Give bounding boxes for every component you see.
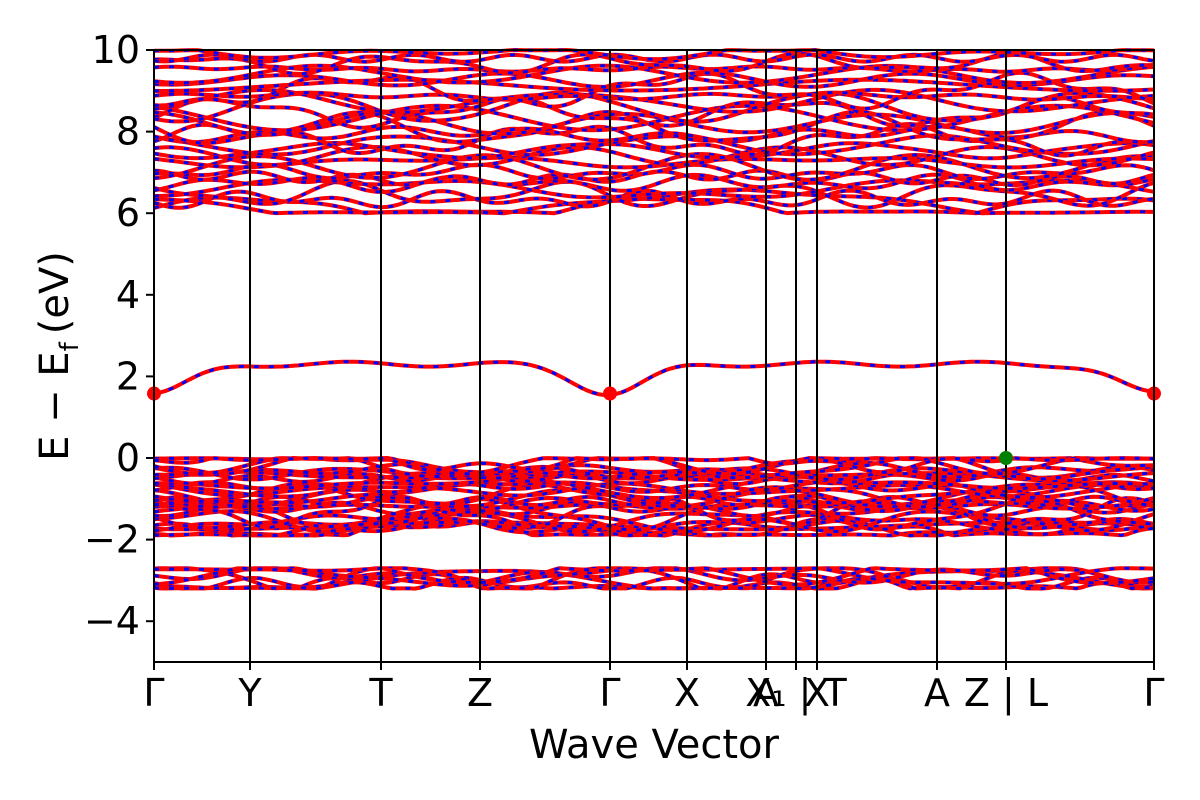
kpoint-lines-group — [249, 50, 1007, 662]
band-conduction-down-7 — [153, 163, 1155, 181]
band-valence-down-5 — [153, 509, 1155, 534]
band-conduction-down-2 — [153, 189, 1155, 210]
band-conduction-down-20 — [153, 88, 1155, 114]
y-tick-label-1: −2 — [84, 518, 140, 562]
cbm-marker-1 — [603, 386, 617, 401]
x-tick-label-7: X₁ | T — [745, 671, 847, 716]
y-tick-label-7: 10 — [92, 28, 140, 72]
band-valence-down-16 — [153, 481, 1155, 498]
x-tick-label-2: T — [368, 671, 393, 715]
band-lower-valence-down-0 — [153, 572, 1155, 591]
band-conduction-down-27 — [153, 51, 1155, 76]
x-tick-label-3: Z — [467, 671, 493, 715]
x-axis-label: Wave Vector — [529, 722, 780, 768]
band-valence-down-11 — [153, 493, 1155, 514]
band-valence-down-4 — [153, 513, 1155, 533]
band-conduction-down-10 — [153, 145, 1155, 167]
band-in-gap-up-0 — [153, 359, 1155, 397]
band-conduction-down-25 — [153, 64, 1155, 85]
x-tick-label-9: A — [924, 671, 950, 715]
band-valence-down-19 — [154, 474, 1155, 490]
y-axis-label-unit: (eV) — [32, 251, 78, 334]
y-ticks-group: −4 −2 0 2 4 6 8 10 — [84, 28, 154, 643]
x-tick-label-5: X — [674, 671, 700, 715]
band-conduction-down-11 — [153, 141, 1155, 160]
band-valence-down-15 — [153, 480, 1155, 505]
band-conduction-down-6 — [153, 169, 1155, 187]
y-tick-label-3: 2 — [116, 354, 140, 398]
band-valence-down-12 — [153, 495, 1155, 507]
band-lower-valence-down-5 — [154, 566, 1155, 588]
band-conduction-down-12 — [153, 133, 1155, 157]
band-conduction-down-1 — [153, 188, 1154, 215]
vbm-marker — [999, 451, 1013, 465]
x-tick-label-4: Γ — [599, 671, 620, 715]
y-tick-label-5: 6 — [116, 191, 140, 235]
band-conduction-up-16 — [153, 110, 1155, 137]
band-conduction-up-15 — [153, 109, 1155, 146]
y-tick-label-6: 8 — [116, 110, 140, 154]
band-valence-down-6 — [153, 502, 1155, 534]
band-conduction-down-9 — [153, 156, 1155, 169]
plot-frame — [153, 49, 1155, 663]
band-conduction-down-24 — [153, 71, 1155, 89]
x-tick-label-0: Γ — [143, 671, 164, 715]
band-conduction-down-19 — [153, 91, 1155, 124]
band-valence-down-7 — [153, 497, 1155, 532]
y-axis-label-subscript: f — [55, 341, 85, 351]
x-tick-label-6: A — [753, 671, 779, 715]
band-valence-down-21 — [153, 470, 1155, 483]
x-tick-label-8: X — [804, 671, 830, 715]
band-lower-valence-down-6 — [153, 566, 1155, 586]
x-tick-label-10: Z | L — [964, 671, 1048, 716]
x-tick-label-11: Γ — [1143, 671, 1164, 715]
y-axis-label-main: E − E — [32, 351, 78, 461]
band-lower-valence-down-4 — [153, 566, 1155, 586]
band-valence-down-18 — [153, 471, 1155, 500]
band-conduction-down-3 — [153, 179, 1155, 210]
band-conduction-down-23 — [153, 78, 1155, 93]
band-conduction-down-14 — [153, 124, 1155, 144]
band-conduction-down-17 — [153, 104, 1155, 132]
y-tick-label-0: −4 — [84, 599, 140, 643]
band-valence-down-1 — [153, 519, 1155, 538]
band-conduction-down-21 — [153, 91, 1155, 102]
y-tick-label-4: 4 — [116, 273, 140, 317]
band-conduction-down-0 — [153, 195, 1155, 215]
y-tick-label-2: 0 — [116, 436, 140, 480]
y-axis-label: E − Ef (eV) — [32, 251, 85, 461]
bands-group — [153, 47, 1155, 591]
x-tick-label-1: Y — [237, 671, 262, 715]
markers-group — [147, 386, 1161, 465]
band-valence-down-27 — [153, 456, 1155, 474]
band-conduction-down-29 — [154, 48, 1155, 61]
